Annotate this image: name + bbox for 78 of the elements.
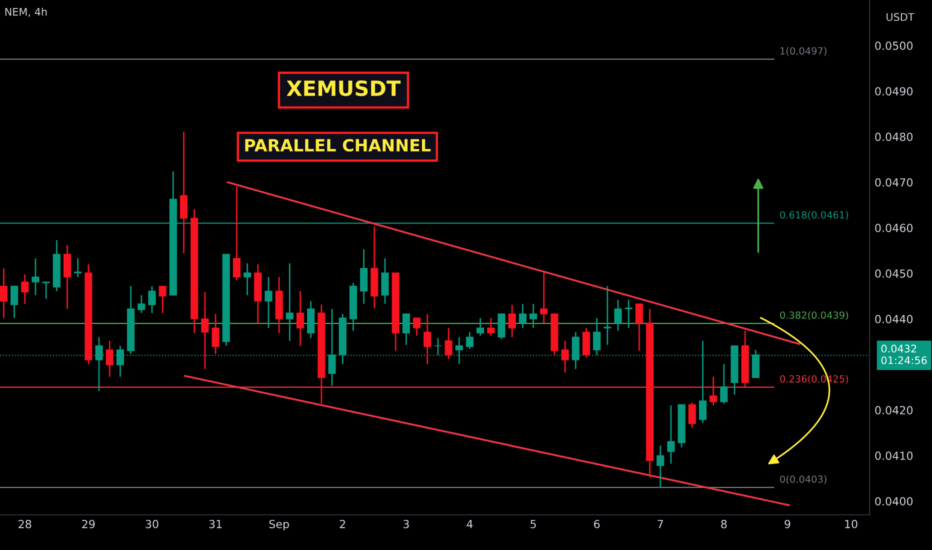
x-tick-label: 3 bbox=[403, 520, 409, 528]
candlestick bbox=[232, 186, 241, 281]
ref-line-label: 0.618(0.0461) bbox=[780, 211, 848, 220]
candlestick bbox=[74, 258, 82, 278]
candlestick bbox=[444, 327, 452, 360]
y-axis-title: USDT bbox=[886, 13, 914, 21]
x-tick-label: 9 bbox=[784, 520, 790, 528]
x-tick-label: 30 bbox=[146, 520, 158, 528]
candlestick bbox=[688, 402, 696, 428]
x-tick-label: 5 bbox=[530, 520, 536, 528]
x-tick-label: 2 bbox=[340, 520, 346, 528]
candlestick bbox=[180, 130, 188, 254]
candlestick bbox=[264, 276, 272, 329]
candlestick bbox=[508, 304, 516, 338]
candlestick bbox=[518, 303, 526, 329]
candlestick bbox=[32, 258, 40, 296]
y-tick-label: 0.0470 bbox=[875, 178, 913, 187]
candlestick bbox=[656, 444, 664, 488]
candlestick bbox=[593, 317, 601, 356]
ref-line-label: 1(0.0497) bbox=[780, 47, 826, 56]
candlestick bbox=[360, 248, 368, 305]
candlestick bbox=[412, 317, 421, 336]
candlestick bbox=[529, 303, 538, 329]
candlestick bbox=[42, 281, 50, 300]
candlestick bbox=[424, 313, 432, 365]
ref-line-label: 0(0.0403) bbox=[780, 475, 826, 484]
x-tick-label: Sep bbox=[269, 520, 289, 530]
candlestick bbox=[604, 285, 612, 346]
candlestick bbox=[201, 291, 209, 370]
candlestick bbox=[244, 262, 252, 296]
ref-line-label: 0.382(0.0439) bbox=[780, 311, 848, 320]
candlestick bbox=[466, 331, 474, 350]
candlestick bbox=[476, 317, 484, 336]
candlestick bbox=[582, 327, 590, 358]
x-tick-label: 28 bbox=[18, 520, 32, 528]
candlestick bbox=[10, 285, 18, 319]
y-tick-label: 0.0400 bbox=[875, 497, 913, 506]
candlestick bbox=[21, 274, 29, 305]
candlestick bbox=[614, 299, 622, 332]
candlestick bbox=[212, 313, 220, 355]
candlestick bbox=[561, 340, 569, 374]
candlestick bbox=[158, 285, 166, 314]
candlestick bbox=[381, 258, 389, 305]
annotation: PARALLEL CHANNEL bbox=[245, 138, 431, 152]
candlestick bbox=[296, 290, 304, 346]
x-tick-label: 8 bbox=[721, 520, 727, 528]
x-tick-label: 7 bbox=[658, 520, 663, 528]
y-tick-label: 0.0490 bbox=[875, 87, 913, 96]
text: NEM, 4h bbox=[5, 8, 47, 17]
candlestick bbox=[286, 262, 294, 342]
x-tick-label: 31 bbox=[209, 520, 222, 528]
candlestick bbox=[487, 317, 495, 336]
y-tick-label: 0.0450 bbox=[875, 269, 913, 278]
y-tick-label: 0.0460 bbox=[875, 224, 913, 232]
y-tick-label: 0.0440 bbox=[875, 314, 913, 324]
candlestick bbox=[540, 272, 548, 324]
x-tick-label: 4 bbox=[466, 520, 473, 528]
x-tick-label: 6 bbox=[594, 520, 600, 528]
candlestick bbox=[0, 268, 8, 319]
x-tick-label: 29 bbox=[82, 520, 95, 528]
candlestick bbox=[624, 299, 632, 329]
candlestick bbox=[63, 244, 72, 310]
y-tick-label: 0.0500 bbox=[875, 42, 913, 50]
candlestick bbox=[402, 313, 410, 346]
candlestick bbox=[635, 303, 643, 352]
ref-line-label: 0.0432 01:24:56 bbox=[881, 344, 927, 364]
candlestick bbox=[667, 404, 675, 464]
candlestick bbox=[106, 340, 114, 378]
candlestick bbox=[498, 313, 506, 340]
annotation: XEMUSDT bbox=[286, 80, 401, 96]
y-tick-label: 0.0420 bbox=[875, 406, 913, 414]
candlestick bbox=[720, 363, 728, 404]
x-tick-label: 10 bbox=[845, 520, 858, 528]
candlestick bbox=[138, 294, 146, 314]
candlestick bbox=[148, 285, 156, 314]
y-tick-label: 0.0480 bbox=[875, 132, 913, 142]
y-tick-label: 0.0410 bbox=[875, 452, 913, 460]
candlestick bbox=[710, 376, 718, 406]
